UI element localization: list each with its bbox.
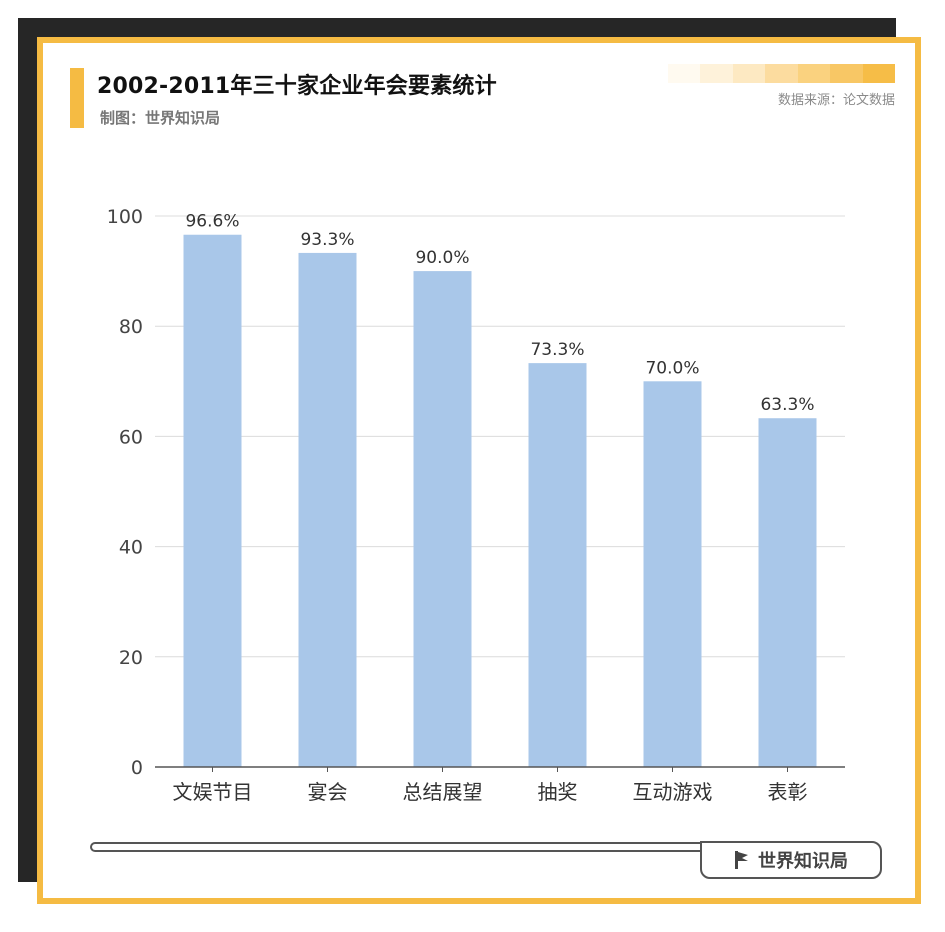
footer-badge: 世界知识局 [700,841,882,879]
gradient-segment [732,64,766,83]
x-tick-label: 表彰 [768,780,808,804]
x-tick-label: 总结展望 [403,780,483,804]
footer-brand: 世界知识局 [758,851,848,872]
gradient-segment [862,64,895,83]
footer-line [90,842,702,852]
bar-value-label: 70.0% [645,358,699,378]
flag-icon [735,851,748,869]
y-tick-label: 60 [119,426,143,448]
bar-value-label: 90.0% [415,248,469,268]
axes: 0 20 40 60 80 100 文娱节目 宴会 总结展望 抽奖 互动游戏 表彰 [107,206,845,804]
chart-maker: 制图：世界知识局 [100,109,221,127]
bar [528,363,587,767]
y-tick-label: 0 [131,757,143,779]
bar-value-label: 93.3% [300,230,354,250]
y-tick-label: 20 [119,647,143,669]
gradient-segment [700,64,733,83]
x-tick-label: 互动游戏 [633,780,713,804]
bar [643,381,702,767]
bar [298,252,357,768]
data-source: 数据来源：论文数据 [777,93,895,108]
chart-title: 2002-2011年三十家企业年会要素统计 [97,74,497,99]
y-tick-label: 80 [119,316,143,338]
bar [413,271,472,767]
bar-value-label: 63.3% [760,395,814,415]
bar-labels: 96.6% 93.3% 90.0% 73.3% 70.0% 63.3% [185,212,814,415]
title-accent-bar [70,68,84,128]
bar [183,234,242,767]
grid-lines [155,215,845,658]
y-tick-label: 100 [107,206,143,228]
gradient-segment [765,64,798,83]
gradient-segment [668,64,701,83]
x-tick-label: 宴会 [308,780,348,804]
bar-value-label: 73.3% [530,340,584,360]
x-tick-label: 文娱节目 [173,780,253,804]
bar [758,418,817,767]
y-tick-label: 40 [119,537,143,559]
decorative-gradient-bar [668,64,895,83]
gradient-segment [797,64,831,83]
gradient-segment [830,64,863,83]
bars [183,234,817,768]
x-tick-label: 抽奖 [538,780,578,804]
bar-value-label: 96.6% [185,212,239,232]
